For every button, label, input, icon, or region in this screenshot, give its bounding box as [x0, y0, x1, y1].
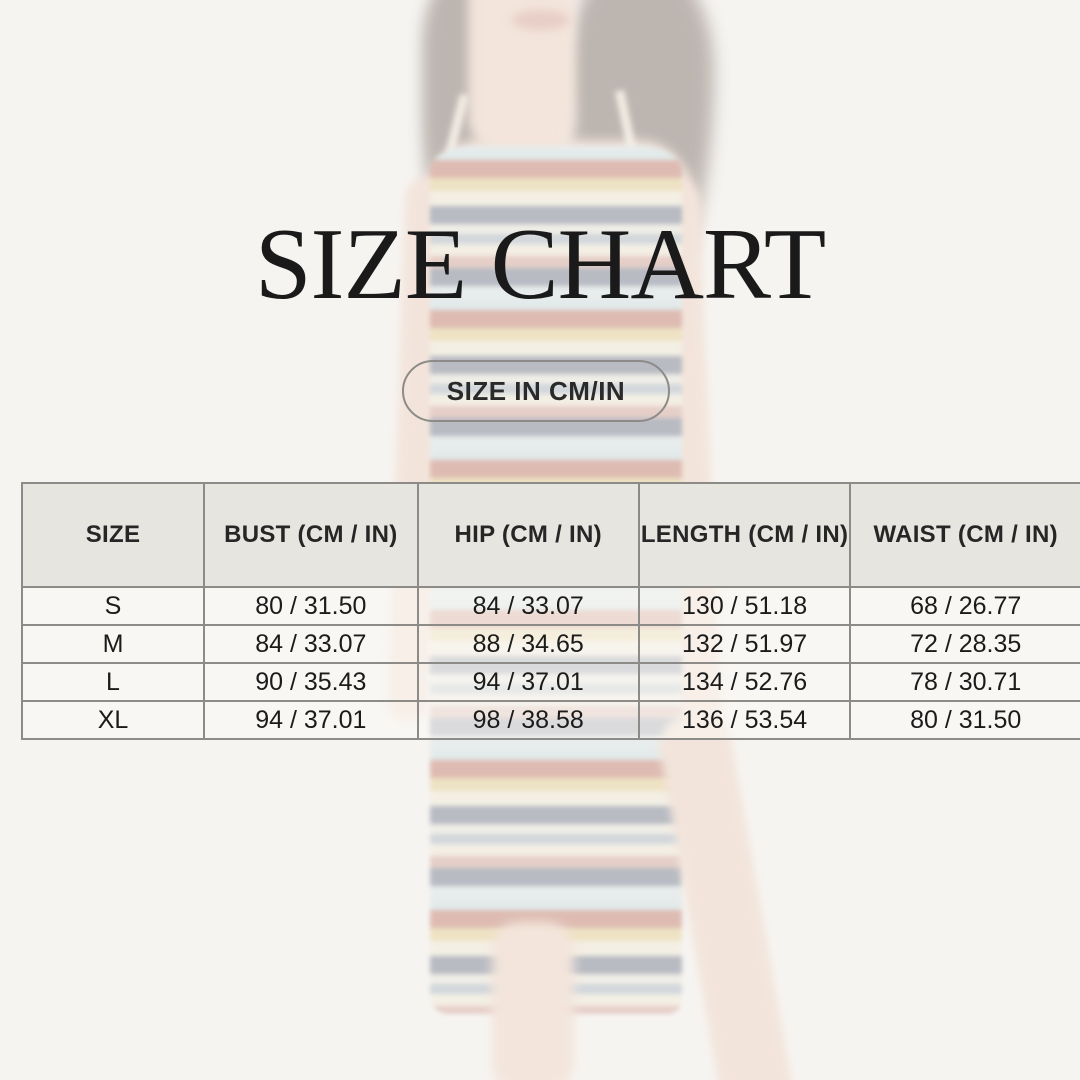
column-header-size: SIZE	[21, 482, 205, 588]
cell-waist: 72 / 28.35	[849, 624, 1080, 664]
column-header-waist: WAIST (CM / IN)	[849, 482, 1080, 588]
table-row: S 80 / 31.50 84 / 33.07 130 / 51.18 68 /…	[21, 586, 1080, 626]
cell-bust: 84 / 33.07	[202, 624, 419, 664]
cell-hip: 94 / 37.01	[416, 662, 640, 702]
cell-hip: 88 / 34.65	[416, 624, 640, 664]
cell-length: 130 / 51.18	[637, 586, 852, 626]
cell-hip: 84 / 33.07	[416, 586, 640, 626]
table-row: XL 94 / 37.01 98 / 38.58 136 / 53.54 80 …	[21, 700, 1080, 740]
cell-size: M	[21, 624, 205, 664]
cell-size: L	[21, 662, 205, 702]
cell-length: 132 / 51.97	[637, 624, 852, 664]
model-lips	[512, 10, 570, 30]
cell-bust: 90 / 35.43	[202, 662, 419, 702]
table-row: L 90 / 35.43 94 / 37.01 134 / 52.76 78 /…	[21, 662, 1080, 702]
dress-strap-left	[444, 93, 469, 159]
cell-bust: 94 / 37.01	[202, 700, 419, 740]
cell-length: 136 / 53.54	[637, 700, 852, 740]
cell-waist: 78 / 30.71	[849, 662, 1080, 702]
table-header-row: SIZE BUST (CM / IN) HIP (CM / IN) LENGTH…	[21, 482, 1080, 588]
cell-bust: 80 / 31.50	[202, 586, 419, 626]
model-leg-slit	[654, 707, 801, 1080]
table-row: M 84 / 33.07 88 / 34.65 132 / 51.97 72 /…	[21, 624, 1080, 664]
cell-hip: 98 / 38.58	[416, 700, 640, 740]
unit-pill-label: SIZE IN CM/IN	[446, 375, 626, 406]
cell-length: 134 / 52.76	[637, 662, 852, 702]
cell-waist: 68 / 26.77	[849, 586, 1080, 626]
column-header-hip: HIP (CM / IN)	[416, 482, 640, 588]
model-neck	[468, 0, 576, 162]
size-table: SIZE BUST (CM / IN) HIP (CM / IN) LENGTH…	[21, 482, 1080, 740]
unit-pill-button[interactable]: SIZE IN CM/IN	[402, 360, 670, 422]
page-title: SIZE CHART	[254, 208, 826, 321]
cell-waist: 80 / 31.50	[849, 700, 1080, 740]
column-header-length: LENGTH (CM / IN)	[637, 482, 852, 588]
cell-size: S	[21, 586, 205, 626]
model-leg-center	[492, 922, 574, 1080]
dress-strap-right	[615, 89, 638, 159]
cell-size: XL	[21, 700, 205, 740]
column-header-bust: BUST (CM / IN)	[202, 482, 419, 588]
